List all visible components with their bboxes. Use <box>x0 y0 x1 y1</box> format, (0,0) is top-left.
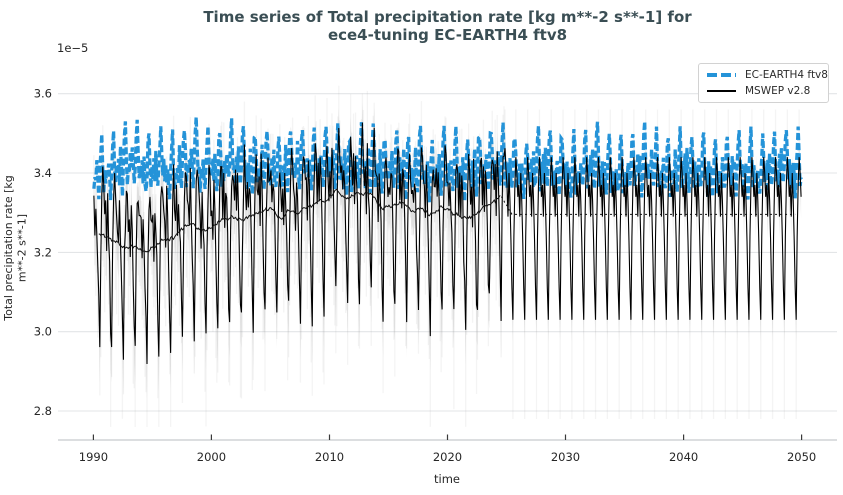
x-tick-label: 2020 <box>433 450 462 464</box>
x-tick-label: 1990 <box>79 450 108 464</box>
chart-title-line2: ece4-tuning EC-EARTH4 ftv8 <box>327 26 568 44</box>
x-tick-label: 2040 <box>669 450 698 464</box>
rolling-mean-line <box>98 188 501 253</box>
ec-earth4-line <box>92 116 803 203</box>
y-tick-label: 3.6 <box>34 87 52 101</box>
x-axis-label: time <box>434 472 460 486</box>
y-axis: 2.8 3.0 3.2 3.4 3.6 <box>34 87 52 418</box>
y-tick-label: 3.4 <box>34 166 52 180</box>
y-axis-label-line1: Total precipitation rate [kg <box>2 175 15 321</box>
ec-earth4-dashed-line-sample-icon <box>707 73 736 77</box>
mswep-line-sample-icon <box>707 90 736 92</box>
y-axis-offset-text: 1e−5 <box>57 41 88 55</box>
y-axis-label-line2: m**-2 s**-1] <box>16 214 29 282</box>
mswep-line <box>93 122 802 365</box>
x-tick-label: 2050 <box>787 450 816 464</box>
legend-label-mswep: MSWEP v2.8 <box>745 85 811 97</box>
y-tick-label: 3.2 <box>34 245 52 259</box>
x-axis: 1990 2000 2010 2020 2030 2040 2050 <box>58 434 837 464</box>
legend-item-mswep: MSWEP v2.8 <box>707 85 820 97</box>
uncertainty-minmax-hairs <box>93 85 800 427</box>
x-tick-label: 2000 <box>197 450 226 464</box>
rolling-mean-line-extension <box>501 196 796 215</box>
y-tick-label: 2.8 <box>34 404 52 418</box>
chart-title-line1: Time series of Total precipitation rate … <box>203 8 692 26</box>
chart-title: Time series of Total precipitation rate … <box>58 8 837 44</box>
x-tick-label: 2030 <box>551 450 580 464</box>
x-tick-label: 2010 <box>315 450 344 464</box>
legend-item-ec-earth4: EC-EARTH4 ftv8 <box>707 69 828 81</box>
legend-label-ec-earth4: EC-EARTH4 ftv8 <box>745 69 828 81</box>
y-tick-label: 3.0 <box>34 325 52 339</box>
legend: EC-EARTH4 ftv8 MSWEP v2.8 <box>698 63 829 103</box>
